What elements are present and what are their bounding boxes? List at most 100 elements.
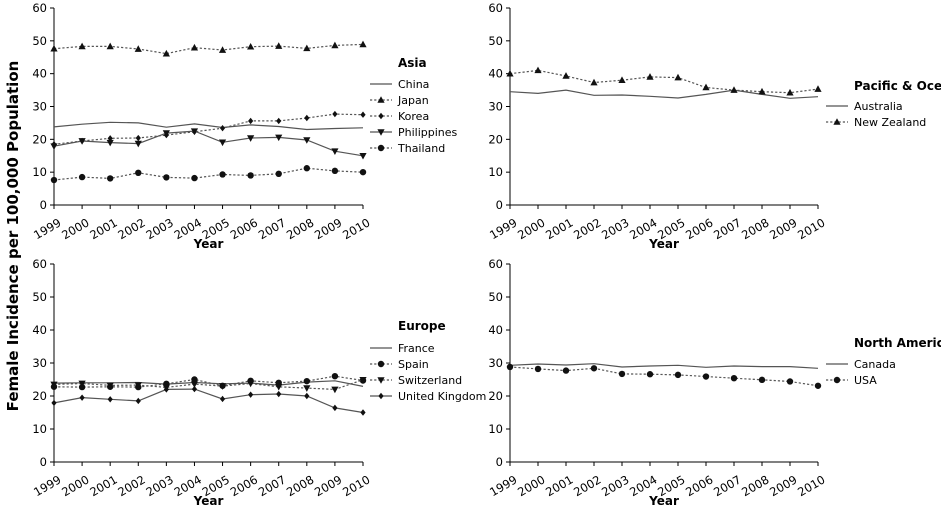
data-point (758, 376, 766, 384)
y-tick-label: 0 (40, 455, 47, 469)
legend-marker (377, 96, 385, 103)
x-tick-label: 2001 (87, 472, 119, 499)
series-line (53, 121, 364, 131)
data-point (78, 42, 86, 50)
y-tick-label: 50 (488, 290, 503, 304)
legend-label: USA (854, 374, 877, 387)
data-point (51, 399, 57, 407)
x-tick-label: 2002 (571, 472, 603, 499)
data-point (218, 46, 227, 53)
data-point (646, 371, 654, 378)
data-point (275, 383, 283, 391)
x-axis-label: Year (193, 237, 224, 251)
data-point (190, 381, 199, 388)
series-new-zealand (506, 66, 822, 96)
legend-label: Switzerland (398, 374, 462, 387)
series-philippines (50, 128, 367, 160)
y-tick-label: 0 (40, 198, 47, 212)
series-japan (50, 40, 367, 57)
x-axis-label: Year (648, 237, 679, 251)
data-point (191, 385, 198, 393)
x-tick-label: 2003 (144, 472, 176, 499)
legend-marker (377, 377, 385, 384)
x-tick-label: 2010 (340, 472, 372, 499)
data-point (359, 377, 367, 384)
data-point (331, 41, 339, 49)
x-tick-label: 2009 (767, 472, 799, 499)
data-point (702, 83, 710, 91)
data-point (360, 111, 366, 118)
legend-label: Japan (397, 94, 429, 107)
legend-label: New Zealand (854, 116, 926, 129)
data-point (134, 140, 142, 148)
data-point (50, 44, 58, 52)
data-point (275, 134, 283, 142)
legend-marker (833, 118, 841, 125)
data-point (646, 73, 654, 80)
data-point (674, 73, 682, 81)
legend-marker (378, 392, 384, 400)
series-line (53, 130, 364, 157)
y-tick-label: 50 (32, 290, 47, 304)
legend-label: Thailand (397, 142, 445, 155)
y-tick-label: 20 (488, 132, 503, 146)
data-point (332, 110, 338, 118)
data-point (304, 114, 310, 122)
x-tick-label: 2002 (571, 215, 603, 242)
x-axis-label: Year (193, 494, 224, 508)
x-tick-label: 1999 (487, 215, 519, 242)
y-tick-label: 40 (32, 67, 47, 81)
data-point (618, 370, 626, 378)
x-tick-label: 2003 (599, 472, 631, 499)
series-united-kingdom (51, 385, 366, 416)
legend-label: Korea (398, 110, 429, 123)
y-tick-label: 60 (32, 1, 47, 15)
data-point (247, 172, 254, 179)
series-china (53, 121, 364, 131)
data-point (562, 72, 570, 79)
data-point (786, 88, 794, 96)
x-tick-label: 2008 (284, 215, 316, 242)
data-point (303, 44, 311, 52)
panel-2: 0102030405060199920002001200220032004200… (487, 1, 941, 251)
legend-title: Pacific & Oceania (854, 79, 941, 93)
y-tick-label: 10 (488, 422, 503, 436)
data-point (50, 176, 58, 184)
data-point (618, 76, 626, 84)
data-point (303, 377, 311, 385)
series-line (509, 366, 819, 387)
x-tick-label: 2010 (795, 215, 827, 242)
x-tick-label: 2007 (711, 215, 743, 242)
panel-3: 0102030405060199920002001200220032004200… (31, 257, 486, 508)
data-point (190, 128, 199, 135)
data-point (730, 86, 738, 93)
series-line (53, 167, 364, 181)
legend-title: Europe (398, 319, 446, 333)
data-point (247, 380, 255, 388)
x-tick-label: 2007 (256, 215, 288, 242)
data-point (303, 385, 311, 392)
x-tick-label: 2007 (711, 472, 743, 499)
data-point (359, 168, 367, 176)
series-australia (509, 89, 819, 99)
x-tick-label: 2000 (59, 215, 91, 242)
data-point (730, 374, 738, 382)
x-tick-label: 2003 (144, 215, 176, 242)
y-tick-label: 50 (488, 34, 503, 48)
x-tick-label: 2000 (59, 472, 91, 499)
data-point (247, 42, 255, 50)
data-point (134, 382, 142, 389)
data-point (758, 87, 766, 95)
data-point (814, 382, 822, 389)
legend-label: Philippines (398, 126, 458, 139)
series-line (53, 113, 364, 145)
data-point (702, 373, 710, 380)
y-tick-label: 20 (32, 132, 47, 146)
x-tick-label: 2010 (795, 472, 827, 499)
y-tick-label: 10 (32, 165, 47, 179)
legend-marker (377, 144, 385, 152)
legend-marker (377, 360, 385, 368)
x-tick-label: 2002 (115, 215, 147, 242)
data-point (331, 148, 339, 155)
